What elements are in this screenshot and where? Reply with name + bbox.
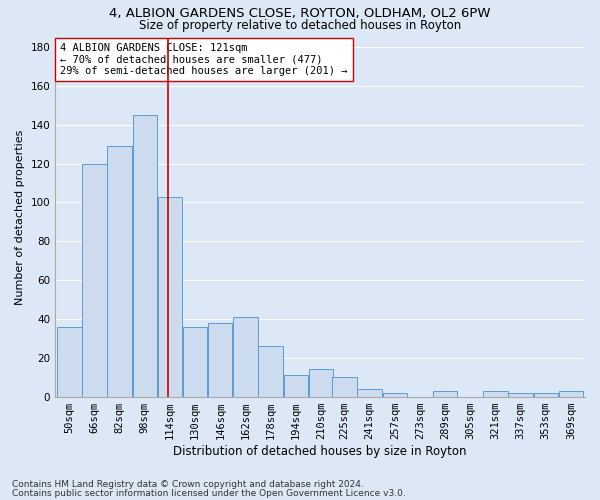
Bar (433, 391, 457, 396)
Bar (57, 326, 82, 396)
Bar (383, 392, 407, 396)
Bar (358, 389, 382, 396)
Bar (233, 317, 257, 396)
Text: Contains public sector information licensed under the Open Government Licence v3: Contains public sector information licen… (12, 488, 406, 498)
Bar (183, 326, 207, 396)
Bar (559, 391, 583, 396)
Bar (508, 392, 533, 396)
Bar (158, 196, 182, 396)
Bar (308, 370, 333, 396)
Bar (483, 391, 508, 396)
Text: Contains HM Land Registry data © Crown copyright and database right 2024.: Contains HM Land Registry data © Crown c… (12, 480, 364, 489)
Text: 4 ALBION GARDENS CLOSE: 121sqm
← 70% of detached houses are smaller (477)
29% of: 4 ALBION GARDENS CLOSE: 121sqm ← 70% of … (61, 43, 348, 76)
Bar (284, 375, 308, 396)
Bar (259, 346, 283, 397)
Bar (107, 146, 132, 397)
Text: 4, ALBION GARDENS CLOSE, ROYTON, OLDHAM, OL2 6PW: 4, ALBION GARDENS CLOSE, ROYTON, OLDHAM,… (109, 8, 491, 20)
X-axis label: Distribution of detached houses by size in Royton: Distribution of detached houses by size … (173, 444, 467, 458)
Bar (208, 323, 232, 396)
Text: Size of property relative to detached houses in Royton: Size of property relative to detached ho… (139, 18, 461, 32)
Bar (133, 115, 157, 396)
Bar (533, 392, 558, 396)
Bar (82, 164, 107, 396)
Bar (332, 377, 356, 396)
Y-axis label: Number of detached properties: Number of detached properties (15, 130, 25, 304)
